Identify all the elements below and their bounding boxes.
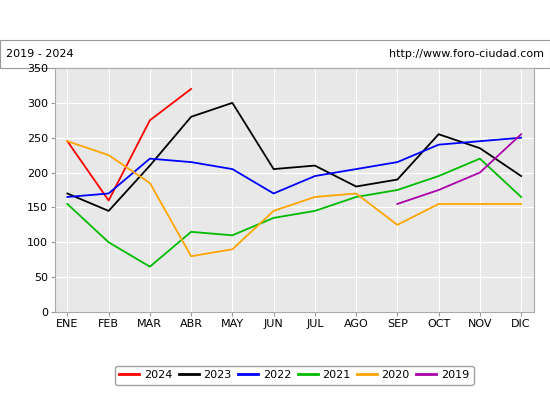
Text: http://www.foro-ciudad.com: http://www.foro-ciudad.com	[389, 49, 544, 59]
Text: Evolucion Nº Turistas Extranjeros en el municipio de Campo Real: Evolucion Nº Turistas Extranjeros en el …	[59, 14, 491, 26]
Legend: 2024, 2023, 2022, 2021, 2020, 2019: 2024, 2023, 2022, 2021, 2020, 2019	[115, 366, 474, 384]
Text: 2019 - 2024: 2019 - 2024	[6, 49, 73, 59]
